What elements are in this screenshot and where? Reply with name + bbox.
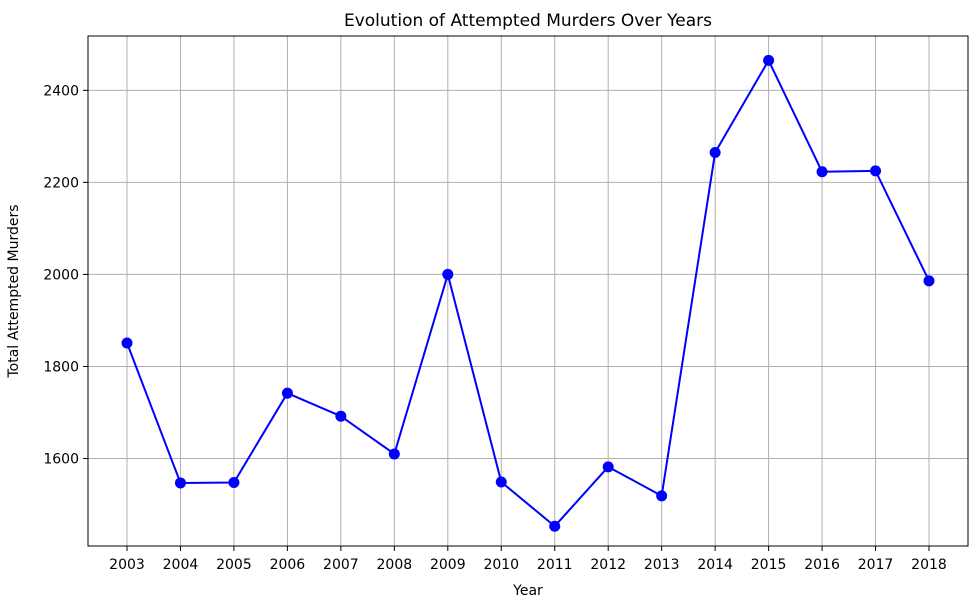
data-point-marker xyxy=(228,476,240,488)
chart-title: Evolution of Attempted Murders Over Year… xyxy=(344,11,712,31)
data-point-marker xyxy=(923,275,935,287)
series-layer xyxy=(121,54,935,532)
x-tick-label: 2005 xyxy=(216,557,252,573)
x-tick-label: 2006 xyxy=(270,557,306,573)
ticks: 2003 2004 2005 2006 2007 2008 2009 2010 2011 2012… xyxy=(43,83,946,573)
data-point-marker xyxy=(549,520,561,532)
x-tick-label: 2016 xyxy=(804,557,840,573)
plot-area-frame xyxy=(87,35,969,547)
data-point-marker xyxy=(121,337,133,349)
x-tick-label: 2011 xyxy=(537,557,573,573)
x-tick-label: 2015 xyxy=(751,557,787,573)
data-point-marker xyxy=(763,54,775,66)
grid xyxy=(88,36,968,546)
x-tick-label: 2010 xyxy=(483,557,519,573)
x-tick-label: 2018 xyxy=(911,557,947,573)
data-point-marker xyxy=(656,490,668,502)
x-tick-label: 2007 xyxy=(323,557,359,573)
x-tick-label: 2003 xyxy=(109,557,145,573)
series-line xyxy=(126,59,930,528)
data-point-marker xyxy=(174,477,186,489)
data-point-marker xyxy=(281,387,293,399)
data-point-marker xyxy=(816,166,828,178)
y-axis-label: Total Attempted Murders xyxy=(6,204,22,378)
x-axis-label: Year xyxy=(512,583,543,599)
data-point-marker xyxy=(388,448,400,460)
x-tick-label: 2004 xyxy=(163,557,199,573)
data-point-marker xyxy=(602,461,614,473)
y-tick-label: 1600 xyxy=(43,452,79,468)
x-tick-label: 2014 xyxy=(697,557,733,573)
x-tick-label: 2017 xyxy=(858,557,894,573)
data-point-marker xyxy=(709,146,721,158)
data-point-marker xyxy=(495,476,507,488)
data-point-marker xyxy=(335,410,347,422)
x-tick-label: 2009 xyxy=(430,557,466,573)
data-point-marker xyxy=(870,165,882,177)
y-tick-label: 2200 xyxy=(43,175,79,191)
y-tick-label: 2400 xyxy=(43,83,79,99)
x-tick-label: 2012 xyxy=(590,557,626,573)
x-tick-label: 2008 xyxy=(377,557,413,573)
y-tick-label: 1800 xyxy=(43,359,79,375)
data-point-marker xyxy=(442,268,454,280)
x-tick-label: 2013 xyxy=(644,557,680,573)
y-tick-label: 2000 xyxy=(43,267,79,283)
